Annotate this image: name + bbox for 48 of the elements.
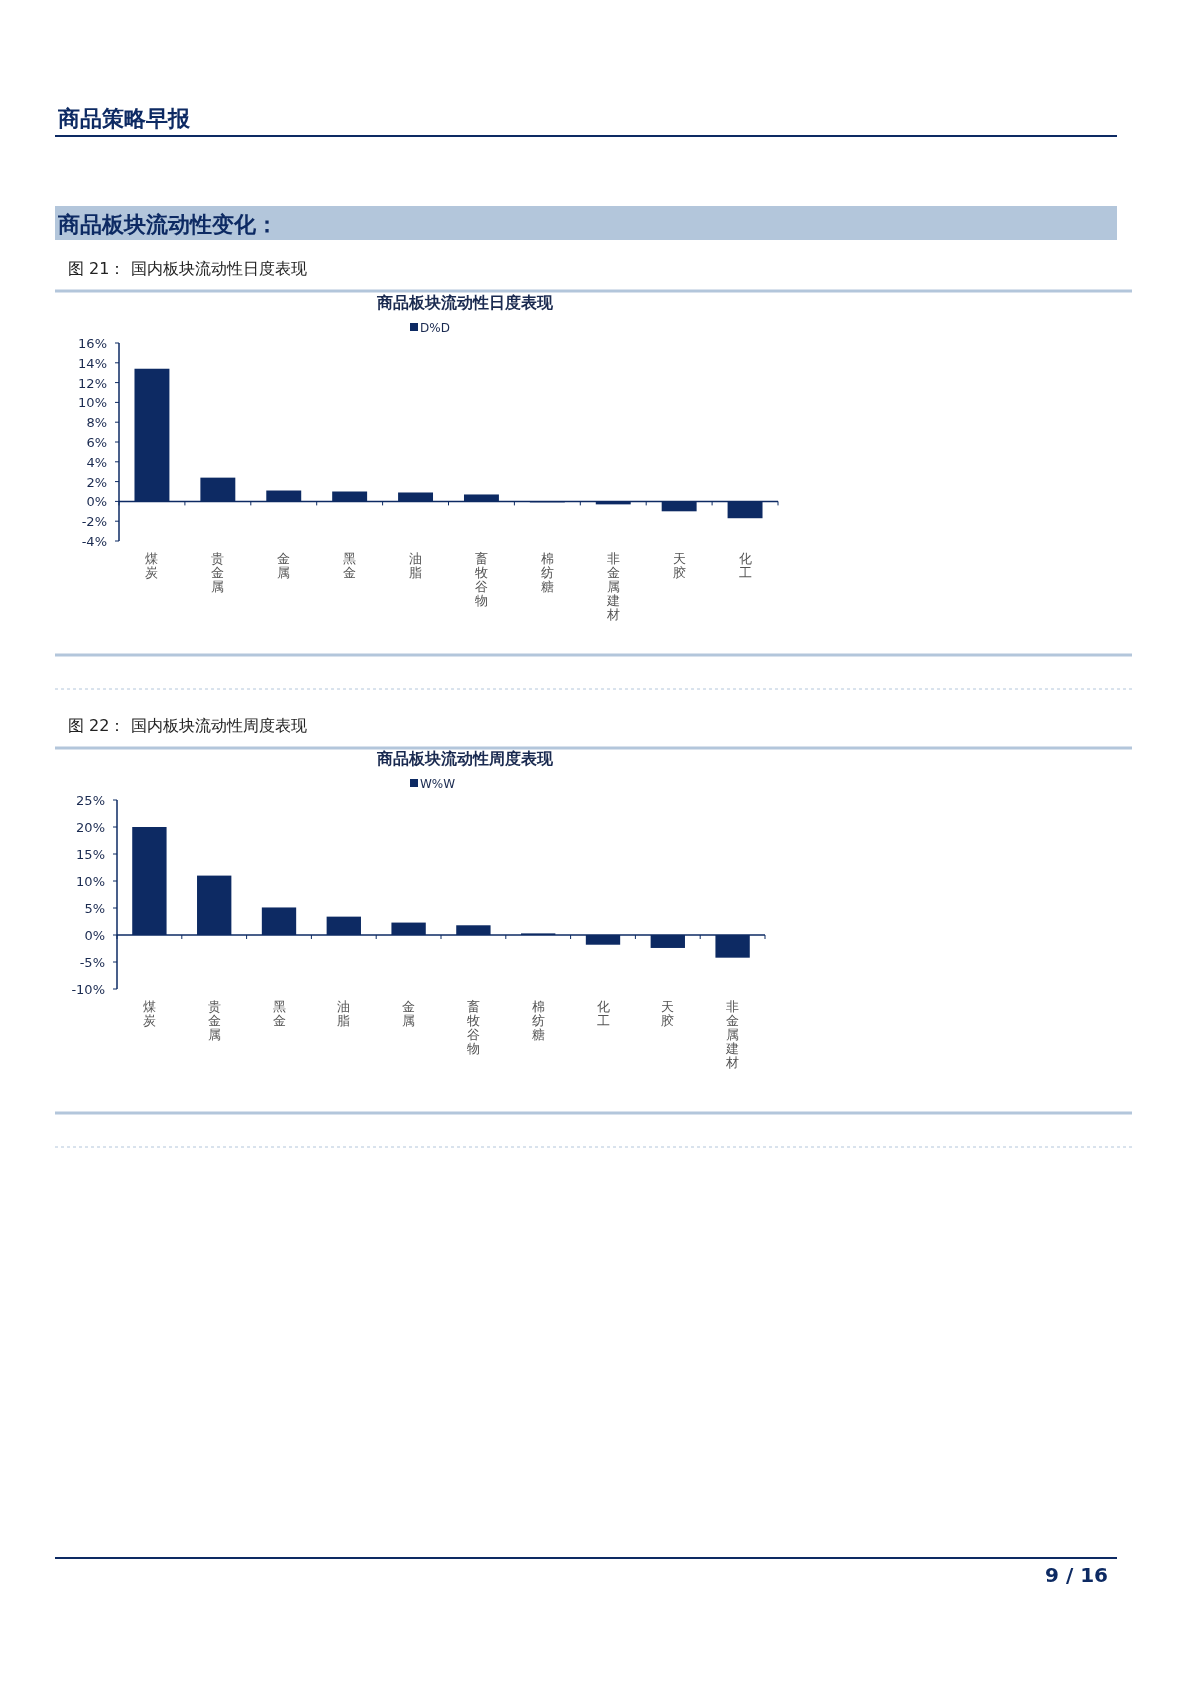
y-tick-label: 15% <box>76 847 105 862</box>
x-tick-label: 非金属建材 <box>605 551 620 622</box>
chart-title: 商品板块流动性日度表现 <box>376 293 554 312</box>
x-tick-label: 化工 <box>596 999 610 1028</box>
x-tick-label: 棉纺糖 <box>531 999 545 1042</box>
y-tick-label: 14% <box>78 355 107 371</box>
x-tick-label: 油脂 <box>337 999 351 1028</box>
text: 商品策略早报 <box>57 106 191 131</box>
x-tick-label: 贵金属 <box>207 999 221 1042</box>
x-tick-label: 煤炭 <box>142 999 156 1028</box>
y-tick-label: 8% <box>86 415 107 431</box>
x-tick-label: 棉纺糖 <box>540 551 554 594</box>
x-tick-label: 天胶 <box>672 551 686 580</box>
y-tick-label: 10% <box>78 395 107 411</box>
chart-title: 商品板块流动性周度表现 <box>376 749 554 768</box>
x-tick-label: 化工 <box>738 551 752 580</box>
y-tick-label: 2% <box>86 474 107 490</box>
text: 商品板块流动性变化： <box>57 212 278 237</box>
y-tick-label: 16% <box>78 336 107 351</box>
x-tick-label: 煤炭 <box>145 551 159 580</box>
x-tick-label: 黑金 <box>343 551 357 580</box>
y-tick-label: 0% <box>84 928 105 943</box>
text: 9 / 16 <box>1045 1563 1108 1587</box>
chart-subtitle: 图 21： 国内板块流动性日度表现 <box>68 259 307 278</box>
y-tick-label: 5% <box>84 901 105 916</box>
x-tick-label: 非金属建材 <box>725 999 740 1070</box>
y-tick-label: 10% <box>76 874 105 889</box>
x-tick-label: 金属 <box>277 551 291 580</box>
y-tick-label: -5% <box>79 955 105 970</box>
y-tick-label: 20% <box>76 820 105 835</box>
y-tick-label: 25% <box>76 793 105 808</box>
y-tick-label: 0% <box>86 494 107 510</box>
x-tick-label: 油脂 <box>409 551 423 580</box>
x-tick-label: 天胶 <box>661 999 675 1028</box>
x-tick-label: 金属 <box>402 999 416 1028</box>
y-tick-label: 12% <box>78 375 107 391</box>
legend-label: W%W <box>420 777 456 791</box>
x-tick-label: 畜牧谷物 <box>466 999 480 1056</box>
chart-subtitle: 图 22： 国内板块流动性周度表现 <box>68 716 307 735</box>
x-tick-label: 贵金属 <box>211 551 225 594</box>
y-tick-label: -2% <box>81 514 107 530</box>
legend-label: D%D <box>420 321 450 335</box>
y-tick-label: 4% <box>86 454 107 470</box>
y-tick-label: -10% <box>71 982 105 997</box>
y-tick-label: 6% <box>86 435 107 450</box>
x-tick-label: 黑金 <box>272 999 286 1028</box>
x-tick-label: 畜牧谷物 <box>474 551 488 608</box>
y-tick-label: -4% <box>81 534 107 549</box>
